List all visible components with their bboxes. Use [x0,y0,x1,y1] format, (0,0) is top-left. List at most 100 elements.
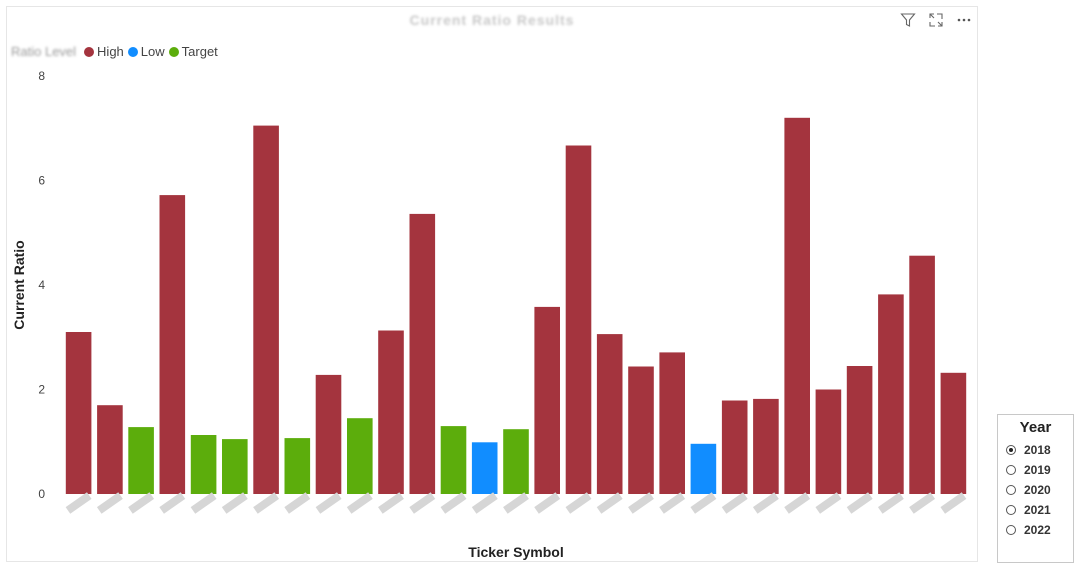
bar[interactable] [222,439,248,494]
obscured-x-tick-label [815,492,842,514]
slicer-option-2018[interactable]: 2018 [1006,440,1065,460]
y-tick-label: 0 [38,487,45,501]
chart-visual: Current Ratio Results Ratio Level High L… [6,6,978,562]
obscured-x-tick-label [96,492,123,514]
year-slicer: Year 2018 2019 2020 2021 2022 [997,414,1074,563]
obscured-x-tick-label [846,492,873,514]
obscured-x-tick-label [440,492,467,514]
slicer-option-label: 2021 [1024,503,1051,517]
obscured-x-tick-label [159,492,186,514]
bar[interactable] [128,427,154,494]
bar[interactable] [878,294,904,494]
bar[interactable] [753,398,779,494]
slicer-option-2019[interactable]: 2019 [1006,460,1065,480]
bar[interactable] [378,330,404,495]
bar[interactable] [409,213,436,494]
y-tick-label: 4 [38,278,45,292]
legend-label-target: Target [181,44,218,59]
obscured-x-tick-label [346,492,373,514]
x-axis-title: Ticker Symbol [468,544,563,560]
bar[interactable] [284,438,311,494]
bar[interactable] [503,429,529,494]
legend-item-high[interactable]: High [84,44,124,59]
legend-item-low[interactable]: Low [127,44,165,59]
obscured-x-tick-label [877,492,904,514]
chart-title: Current Ratio Results [409,12,575,28]
obscured-x-tick-label [752,492,779,514]
bar[interactable] [596,334,623,494]
obscured-x-tick-label [221,492,248,514]
radio-button[interactable] [1006,465,1016,475]
radio-button[interactable] [1006,525,1016,535]
bar[interactable] [190,435,217,494]
filter-icon[interactable] [899,11,917,29]
bar[interactable] [940,372,967,494]
bar[interactable] [565,145,592,495]
bar[interactable] [253,125,279,494]
bar[interactable] [534,306,560,494]
bar[interactable] [471,442,498,494]
obscured-x-tick-label [659,492,686,514]
obscured-x-tick-label [909,492,936,514]
obscured-x-tick-label [128,492,155,514]
obscured-x-tick-label [253,492,280,514]
bar[interactable] [909,255,935,494]
bar[interactable] [159,195,186,494]
obscured-x-tick-label [503,492,529,514]
legend-label-low: Low [140,44,165,59]
obscured-x-tick-label [471,492,498,514]
bar[interactable] [347,418,373,494]
slicer-option-label: 2019 [1024,463,1051,477]
bar[interactable] [721,400,748,495]
slicer-options: 2018 2019 2020 2021 2022 [1006,440,1065,540]
obscured-x-tick-label [378,492,404,514]
bar[interactable] [784,117,810,495]
y-axis-title: Current Ratio [11,240,27,329]
obscured-x-tick-label [409,492,436,514]
radio-button[interactable] [1006,445,1016,455]
bar[interactable] [815,389,842,495]
bar[interactable] [440,426,467,494]
slicer-option-2020[interactable]: 2020 [1006,480,1065,500]
obscured-x-tick-label [65,492,92,514]
slicer-option-label: 2022 [1024,523,1051,537]
obscured-x-tick-label [721,492,748,514]
legend-dot-target [168,46,179,57]
obscured-x-tick-label [940,492,967,514]
visual-header [899,11,973,29]
bar-chart: 0 2 4 6 8 Ticker Symbol Current Ratio [11,69,967,560]
obscured-x-tick-label [628,492,654,514]
focus-mode-icon[interactable] [927,11,945,29]
bar[interactable] [97,405,123,494]
y-tick-label: 6 [38,174,45,188]
legend-dot-low [127,46,138,57]
obscured-x-tick-label [565,492,592,514]
bar[interactable] [315,374,342,494]
legend-label-high: High [97,44,124,59]
y-tick-label: 2 [38,383,45,397]
radio-button[interactable] [1006,485,1016,495]
bar[interactable] [65,332,92,494]
bar[interactable] [628,366,654,495]
slicer-title: Year [1019,419,1052,436]
bar[interactable] [846,366,873,494]
obscured-x-tick-label [190,492,217,514]
obscured-x-tick-label [315,492,342,514]
radio-button[interactable] [1006,505,1016,515]
legend-item-target[interactable]: Target [168,44,218,59]
legend-dot-high [84,46,95,57]
slicer-option-2021[interactable]: 2021 [1006,500,1065,520]
slicer-option-label: 2020 [1024,483,1051,497]
obscured-x-tick-label [784,492,811,514]
bar[interactable] [690,443,717,494]
more-options-icon[interactable] [955,11,973,29]
obscured-x-tick-label [284,492,311,514]
slicer-option-2022[interactable]: 2022 [1006,520,1065,540]
bar[interactable] [659,352,685,494]
obscured-x-tick-label [534,492,561,514]
legend-title: Ratio Level [11,44,77,59]
slicer-option-label: 2018 [1024,443,1051,457]
y-tick-label: 8 [38,69,45,83]
obscured-x-tick-label [690,492,717,514]
chart-legend: Ratio Level High Low Target [11,44,222,59]
